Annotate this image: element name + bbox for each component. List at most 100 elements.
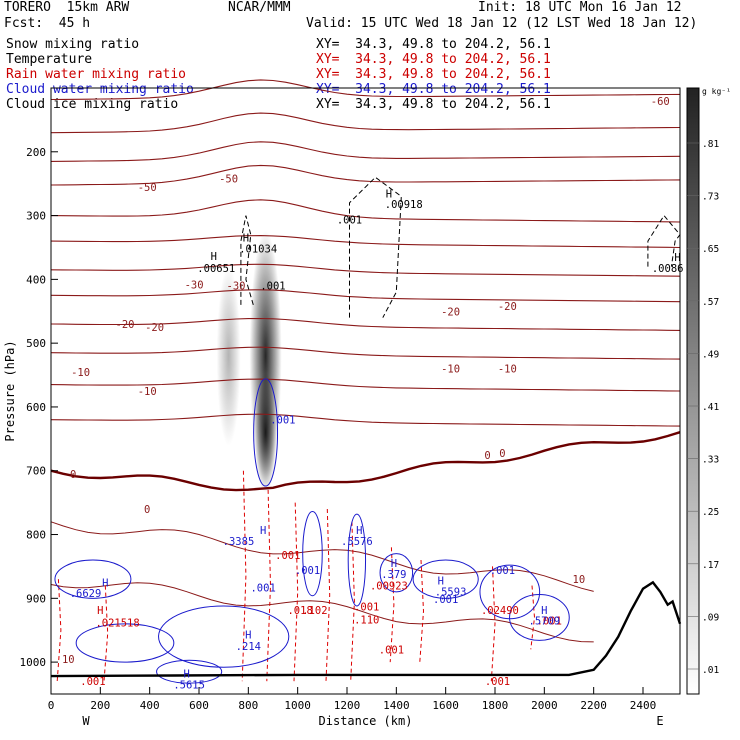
x-tick-label: 1200	[334, 699, 361, 712]
temperature-label: -10	[498, 364, 517, 376]
cloud-water-contour	[158, 605, 290, 668]
x-tick-label: 2400	[630, 699, 657, 712]
legend-xy-cloud-ice: XY= 34.3, 49.8 to 204.2, 56.1	[316, 97, 551, 112]
x-tick-label: 600	[189, 699, 209, 712]
cloud-water-label: .001	[490, 565, 515, 577]
isotherm-line	[50, 289, 681, 303]
rain-label: .00923	[370, 581, 408, 593]
temperature-label: -50	[219, 174, 238, 186]
x-tick-label: 1000	[284, 699, 311, 712]
cloud-water-contour	[54, 559, 132, 599]
isotherm-line	[50, 199, 681, 223]
west-endpoint-label: W	[82, 714, 90, 728]
isotherm-line	[50, 141, 681, 162]
rain-contour	[530, 585, 536, 650]
cloud-water-label: .001	[270, 415, 295, 427]
rain-label: .018	[287, 605, 312, 617]
rain-contour	[350, 521, 355, 682]
snow-ice-label: H	[243, 232, 249, 244]
colorbar-unit-label: g kg⁻¹	[702, 87, 731, 96]
colorbar-tick-label: .41	[702, 402, 719, 413]
isotherm-line	[50, 112, 681, 134]
cloud-water-label: H	[356, 525, 362, 537]
temperature-label: -50	[138, 182, 157, 194]
temperature-label: -10	[138, 386, 157, 398]
legend-label-temperature: Temperature	[6, 52, 93, 67]
rain-contour	[266, 489, 272, 682]
cloud-water-label: .001	[295, 565, 320, 577]
y-tick-label: 500	[26, 337, 46, 350]
snow-ice-contour	[240, 215, 254, 306]
rain-contour	[241, 470, 247, 682]
colorbar-tick-label: .09	[702, 612, 719, 623]
temperature-label: -10	[441, 364, 460, 376]
legend-label-cloud-ice: Cloud ice mixing ratio	[6, 97, 179, 112]
isotherm-line	[50, 263, 681, 277]
legend-label-snow: Snow mixing ratio	[6, 37, 140, 52]
temperature-label: 0	[144, 504, 150, 516]
temperature-label: -20	[116, 319, 135, 331]
x-tick-label: 400	[140, 699, 160, 712]
x-axis-label: Distance (km)	[319, 714, 413, 728]
temperature-label: -20	[145, 322, 164, 334]
colorbar-tick-label: .57	[702, 297, 719, 308]
y-tick-label: 200	[26, 146, 46, 159]
rain-label: .001	[485, 676, 510, 688]
rain-label: .001	[537, 616, 562, 628]
y-tick-label: 700	[26, 465, 46, 478]
cloud-water-label: H	[260, 525, 266, 537]
rain-contour	[419, 559, 425, 663]
snow-ice-contour	[349, 176, 402, 318]
y-tick-label: 900	[26, 592, 46, 605]
rain-label: .02490	[481, 605, 519, 617]
isotherm-line	[50, 378, 681, 392]
snow-ice-label: .001	[260, 281, 285, 293]
colorbar-tick-label: .49	[702, 349, 719, 360]
x-tick-label: 1800	[482, 699, 509, 712]
cloud-water-label: H	[391, 558, 397, 570]
y-tick-label: 600	[26, 401, 46, 414]
temperature-label: 0	[499, 448, 505, 460]
forecast-hour: Fcst: 45 h	[4, 16, 91, 31]
colorbar-tick-label: .33	[702, 455, 719, 466]
snow-ice-label: H	[674, 252, 680, 264]
x-tick-label: 2000	[531, 699, 558, 712]
rain-label: .001	[275, 550, 300, 562]
colorbar	[686, 87, 700, 695]
legend-xy-rain: XY= 34.3, 49.8 to 204.2, 56.1	[316, 67, 551, 82]
east-endpoint-label: E	[656, 714, 663, 728]
cloud-water-contour	[253, 378, 279, 487]
x-tick-label: 800	[238, 699, 258, 712]
colorbar-tick-label: .01	[702, 665, 719, 676]
cloud-water-label: H	[184, 669, 190, 681]
cloud-water-label: .5576	[341, 536, 373, 548]
snow-shading-lower	[254, 372, 277, 493]
rain-label: .001	[354, 602, 379, 614]
snow-ice-label: .01034	[239, 244, 277, 256]
cloud-water-label: H	[438, 575, 444, 587]
cloud-water-label: .3385	[223, 536, 255, 548]
temperature-label: -60	[651, 96, 670, 108]
x-tick-label: 0	[48, 699, 55, 712]
rain-label: H	[97, 605, 103, 617]
rain-contour	[325, 508, 331, 682]
init-time: Init: 18 UTC Mon 16 Jan 12	[478, 0, 682, 15]
rain-label: .001	[80, 676, 105, 688]
colorbar-tick-label: .25	[702, 507, 719, 518]
rain-label: .021518	[95, 618, 139, 630]
snow-ice-label: .0086	[652, 263, 684, 275]
model-title: TORERO 15km ARW	[4, 0, 130, 15]
cloud-water-contour	[302, 511, 323, 597]
rain-label: .102	[302, 605, 327, 617]
rain-contour	[389, 547, 395, 663]
temperature-label: 0	[70, 469, 76, 481]
isotherm-line	[50, 346, 681, 360]
snow-ice-label: H	[211, 251, 217, 263]
rain-contour	[490, 566, 496, 682]
isotherm-line	[50, 582, 594, 643]
legend-label-cloud-water: Cloud water mixing ratio	[6, 82, 194, 97]
cloud-water-label: .5615	[173, 679, 205, 691]
isotherm-line	[50, 235, 681, 249]
x-tick-label: 1400	[383, 699, 410, 712]
